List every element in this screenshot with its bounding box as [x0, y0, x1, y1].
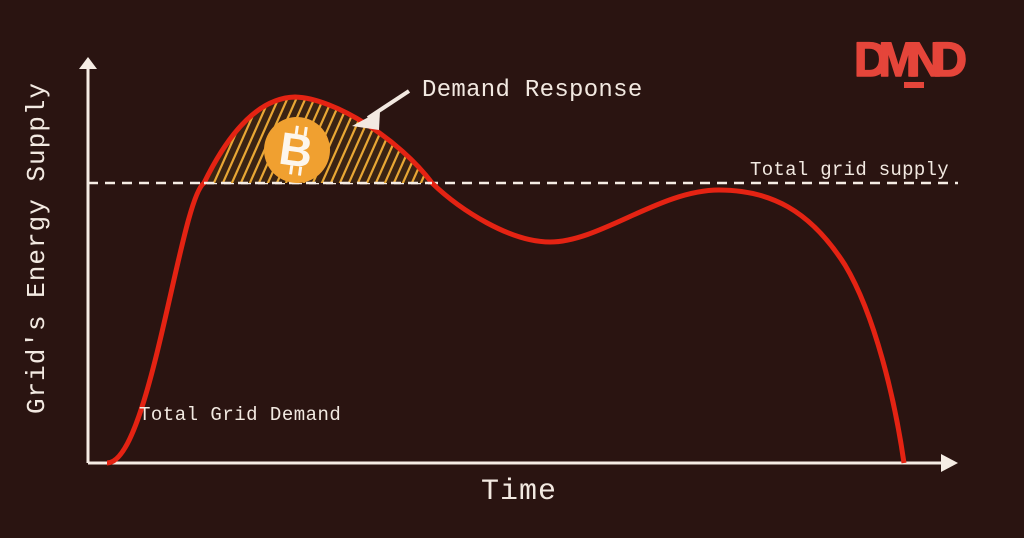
svg-text:Demand Response: Demand Response — [422, 77, 643, 104]
svg-text:Total grid supply: Total grid supply — [750, 159, 949, 181]
svg-text:Time: Time — [481, 475, 557, 509]
svg-text:Grid's Energy Supply: Grid's Energy Supply — [22, 82, 52, 414]
svg-text:Total Grid Demand: Total Grid Demand — [139, 404, 341, 426]
svg-text:DMND: DMND — [854, 34, 965, 87]
